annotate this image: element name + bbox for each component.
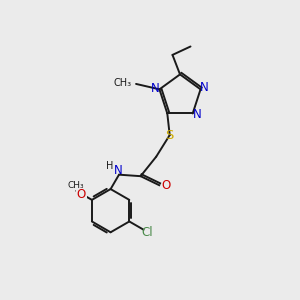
Text: N: N	[151, 82, 160, 95]
Text: CH₃: CH₃	[68, 181, 85, 190]
Text: CH₃: CH₃	[113, 78, 132, 88]
Text: S: S	[166, 129, 174, 142]
Text: H: H	[106, 161, 114, 171]
Text: O: O	[77, 188, 86, 201]
Text: Cl: Cl	[141, 226, 153, 239]
Text: N: N	[200, 81, 209, 94]
Text: N: N	[114, 164, 123, 177]
Text: O: O	[161, 179, 170, 192]
Text: N: N	[193, 108, 201, 121]
